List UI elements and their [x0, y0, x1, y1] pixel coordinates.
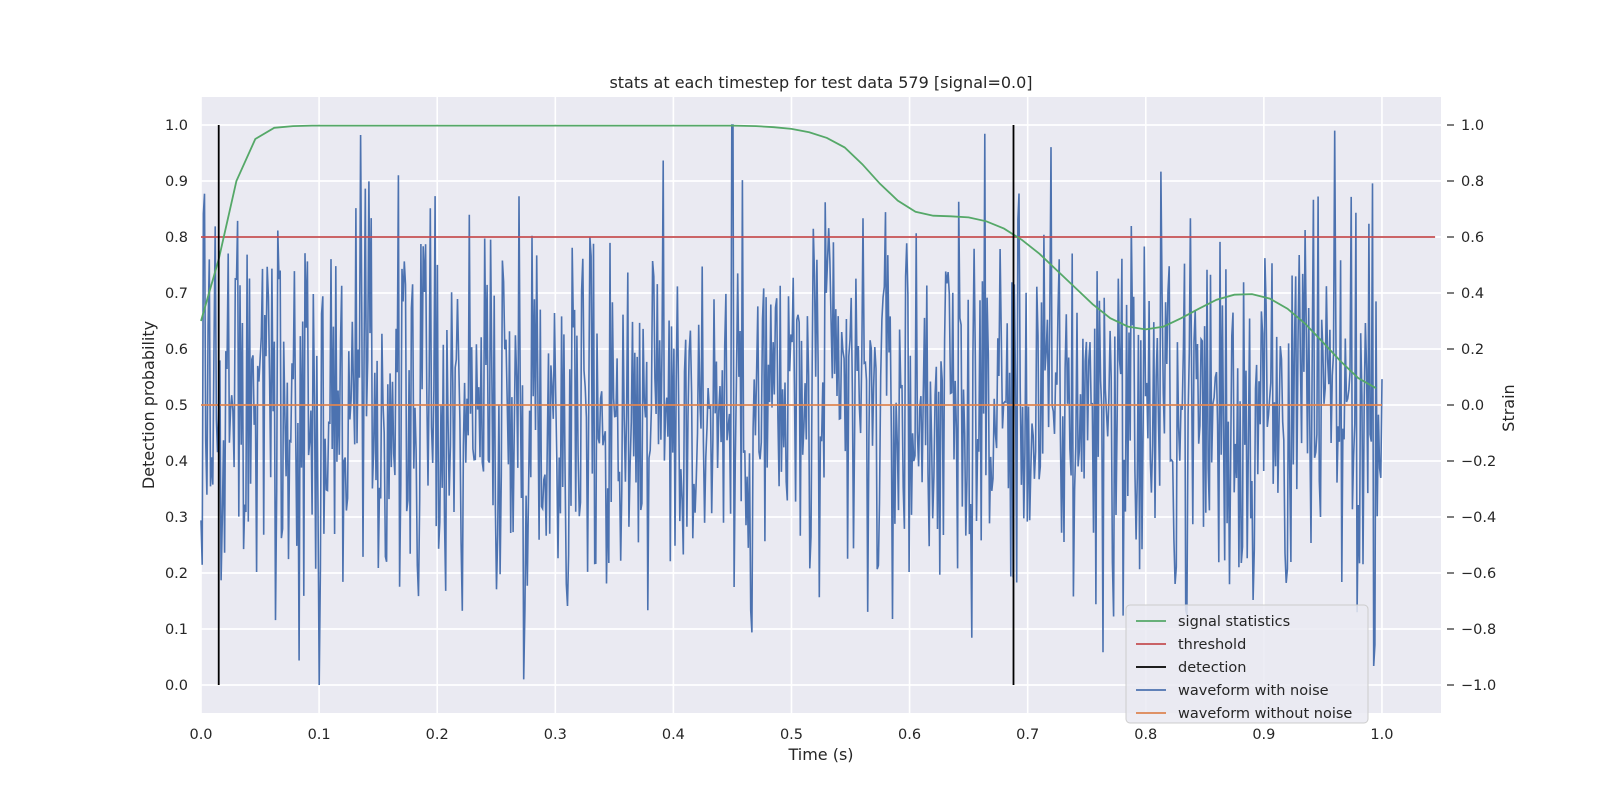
detection-lines-group [217, 125, 1015, 685]
x-axis-ticks: 0.0 0.1 0.2 0.3 0.4 0.5 0.6 0.7 0.8 0.9 1.0 [189, 727, 1393, 743]
y-left-tick-label: 0.4 [165, 454, 188, 470]
legend-label: waveform without noise [1178, 706, 1352, 722]
series-signal-statistics [200, 124, 1377, 389]
x-tick-label: 0.0 [189, 727, 212, 743]
y-right-tick-label: −0.4 [1461, 510, 1496, 526]
legend-box [1125, 604, 1369, 724]
y-left-tick-label: 0.2 [165, 566, 188, 582]
x-tick-label: 0.7 [1016, 727, 1039, 743]
x-tick-label: 0.1 [308, 727, 331, 743]
y-left-tick-label: 0.0 [165, 678, 188, 694]
x-tick-label: 1.0 [1370, 727, 1393, 743]
x-tick-label: 0.9 [1252, 727, 1275, 743]
y-right-tick-label: −0.2 [1461, 454, 1496, 470]
y-right-tick-label: 0.2 [1461, 342, 1484, 358]
x-tick-label: 0.6 [898, 727, 921, 743]
legend-label: detection [1178, 660, 1246, 676]
x-tick-label: 0.4 [662, 727, 685, 743]
chart-title: stats at each timestep for test data 579… [609, 73, 1032, 92]
legend-label: signal statistics [1178, 614, 1290, 630]
legend: signal statistics threshold detection wavef… [1125, 604, 1369, 724]
y-right-axis-label: Strain [1499, 384, 1518, 431]
series-waveform-with-noise-group [200, 124, 1383, 686]
y-left-tick-label: 0.9 [165, 174, 188, 190]
y-right-tick-label: −0.6 [1461, 566, 1496, 582]
x-tick-label: 0.5 [780, 727, 803, 743]
y-right-tick-label: 1.0 [1461, 118, 1484, 134]
y-right-tick-label: −0.8 [1461, 622, 1496, 638]
y-right-tick-label: 0.4 [1461, 286, 1484, 302]
y-left-tick-label: 1.0 [165, 118, 188, 134]
x-axis-label: Time (s) [787, 745, 853, 764]
y-left-tick-label: 0.1 [165, 622, 188, 638]
y-left-tick-label: 0.8 [165, 230, 188, 246]
x-tick-label: 0.2 [426, 727, 449, 743]
y-right-tick-label: 0.8 [1461, 174, 1484, 190]
y-left-tick-label: 0.5 [165, 398, 188, 414]
y-left-axis-ticks: 0.0 0.1 0.2 0.3 0.4 0.5 0.6 0.7 0.8 0.9 1.0 [165, 118, 188, 694]
series-signal-statistics-group [200, 124, 1377, 389]
x-tick-label: 0.3 [544, 727, 567, 743]
y-right-axis-ticks: −1.0 −0.8 −0.6 −0.4 −0.2 0.0 0.2 0.4 0.6 0.8 1.0 [1447, 118, 1496, 694]
y-right-tick-label: −1.0 [1461, 678, 1496, 694]
legend-label: waveform with noise [1178, 683, 1329, 699]
legend-label: threshold [1178, 637, 1246, 653]
y-left-tick-label: 0.3 [165, 510, 188, 526]
y-left-tick-label: 0.6 [165, 342, 188, 358]
y-right-tick-label: 0.0 [1461, 398, 1484, 414]
y-left-axis-label: Detection probability [139, 321, 158, 489]
y-left-tick-label: 0.7 [165, 286, 188, 302]
y-right-tick-label: 0.6 [1461, 230, 1484, 246]
x-tick-label: 0.8 [1134, 727, 1157, 743]
series-waveform-with-noise [200, 124, 1383, 686]
